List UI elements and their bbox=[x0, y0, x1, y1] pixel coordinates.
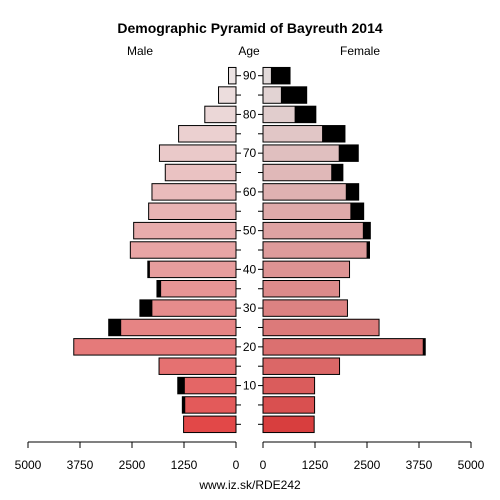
male-bar-90+ bbox=[228, 66, 237, 85]
male-excess-bar-30-34 bbox=[139, 299, 153, 317]
male-x-tick-label: 5000 bbox=[15, 458, 42, 472]
female-bar-60-64 bbox=[262, 183, 360, 201]
source-label: www.iz.sk/RDE242 bbox=[198, 478, 301, 492]
age-tick-label-70: 70 bbox=[243, 146, 257, 160]
bars-layer bbox=[73, 66, 426, 434]
male-bar-30-34 bbox=[139, 299, 237, 317]
male-bar-80-84 bbox=[204, 105, 237, 124]
female-excess-bar-85-89 bbox=[280, 86, 307, 104]
male-excess-bar-25-29 bbox=[108, 319, 122, 336]
male-bar-20-24 bbox=[73, 338, 237, 356]
male-bar-85-89 bbox=[218, 86, 237, 104]
male-x-tick-label: 2500 bbox=[119, 458, 146, 472]
male-excess-bar-40-44 bbox=[147, 261, 150, 278]
male-bar-60-64 bbox=[151, 183, 237, 201]
male-bar-40-44 bbox=[147, 260, 237, 279]
male-x-tick-label: 0 bbox=[233, 458, 240, 472]
female-bar-45-49 bbox=[262, 241, 370, 259]
female-excess-bar-60-64 bbox=[345, 183, 359, 201]
female-bar-55-59 bbox=[262, 202, 365, 220]
age-tick-label-50: 50 bbox=[243, 224, 257, 238]
age-tick-label-80: 80 bbox=[243, 107, 257, 121]
male-bar-25-29 bbox=[108, 318, 237, 337]
female-excess-bar-80-84 bbox=[294, 106, 316, 123]
chart-title: Demographic Pyramid of Bayreuth 2014 bbox=[117, 20, 383, 36]
male-excess-bar-5-9 bbox=[182, 396, 186, 414]
age-label: Age bbox=[238, 44, 260, 58]
female-bar-40-44 bbox=[262, 260, 351, 279]
female-excess-bar-70-74 bbox=[338, 144, 359, 162]
age-tick-label-10: 10 bbox=[243, 379, 257, 393]
female-bar-5-9 bbox=[262, 396, 316, 414]
male-bar-15-19 bbox=[158, 357, 237, 375]
male-bar-50-54 bbox=[133, 221, 237, 240]
axes-layer: 10 20 30 40 50 60 70 80 90 5000 3750 2500 1250 0 0 1250… bbox=[15, 69, 485, 472]
age-tick-label-30: 30 bbox=[243, 301, 257, 315]
male-bar-75-79 bbox=[178, 125, 237, 143]
male-x-tick-label: 3750 bbox=[67, 458, 94, 472]
female-excess-bar-75-79 bbox=[322, 125, 345, 143]
female-label: Female bbox=[340, 44, 380, 58]
male-bar-0-4 bbox=[183, 415, 237, 434]
female-bar-30-34 bbox=[262, 299, 348, 317]
female-excess-bar-50-54 bbox=[362, 222, 371, 239]
male-bar-35-39 bbox=[156, 280, 237, 298]
female-bar-65-69 bbox=[262, 163, 344, 182]
male-bar-55-59 bbox=[148, 202, 237, 220]
male-bar-65-69 bbox=[164, 163, 237, 182]
female-excess-bar-20-24 bbox=[422, 338, 426, 356]
female-excess-bar-55-59 bbox=[350, 203, 364, 220]
female-x-tick-label: 1250 bbox=[302, 458, 329, 472]
female-excess-bar-65-69 bbox=[331, 164, 343, 181]
age-tick-label-40: 40 bbox=[243, 262, 257, 276]
female-bar-20-24 bbox=[262, 338, 426, 356]
female-bar-50-54 bbox=[262, 221, 371, 240]
age-tick-label-60: 60 bbox=[243, 185, 257, 199]
female-x-tick-label: 0 bbox=[260, 458, 267, 472]
female-x-tick-label: 5000 bbox=[458, 458, 485, 472]
female-bar-15-19 bbox=[262, 357, 341, 375]
male-label: Male bbox=[127, 44, 153, 58]
female-excess-bar-90+ bbox=[270, 67, 291, 84]
age-tick-label-20: 20 bbox=[243, 340, 257, 354]
male-bar-10-14 bbox=[177, 376, 237, 395]
female-bar-35-39 bbox=[262, 280, 341, 298]
female-bar-10-14 bbox=[262, 376, 316, 395]
male-bar-5-9 bbox=[181, 396, 237, 414]
female-x-tick-label: 3750 bbox=[406, 458, 433, 472]
male-excess-bar-10-14 bbox=[177, 377, 185, 394]
female-bar-0-4 bbox=[262, 415, 315, 434]
female-excess-bar-45-49 bbox=[366, 241, 370, 259]
male-excess-bar-35-39 bbox=[156, 280, 162, 297]
female-x-tick-label: 2500 bbox=[354, 458, 381, 472]
age-tick-label-90: 90 bbox=[243, 69, 257, 83]
male-bar-70-74 bbox=[158, 144, 237, 162]
female-bar-25-29 bbox=[262, 318, 380, 337]
male-x-tick-label: 1250 bbox=[171, 458, 198, 472]
male-bar-45-49 bbox=[129, 241, 237, 259]
